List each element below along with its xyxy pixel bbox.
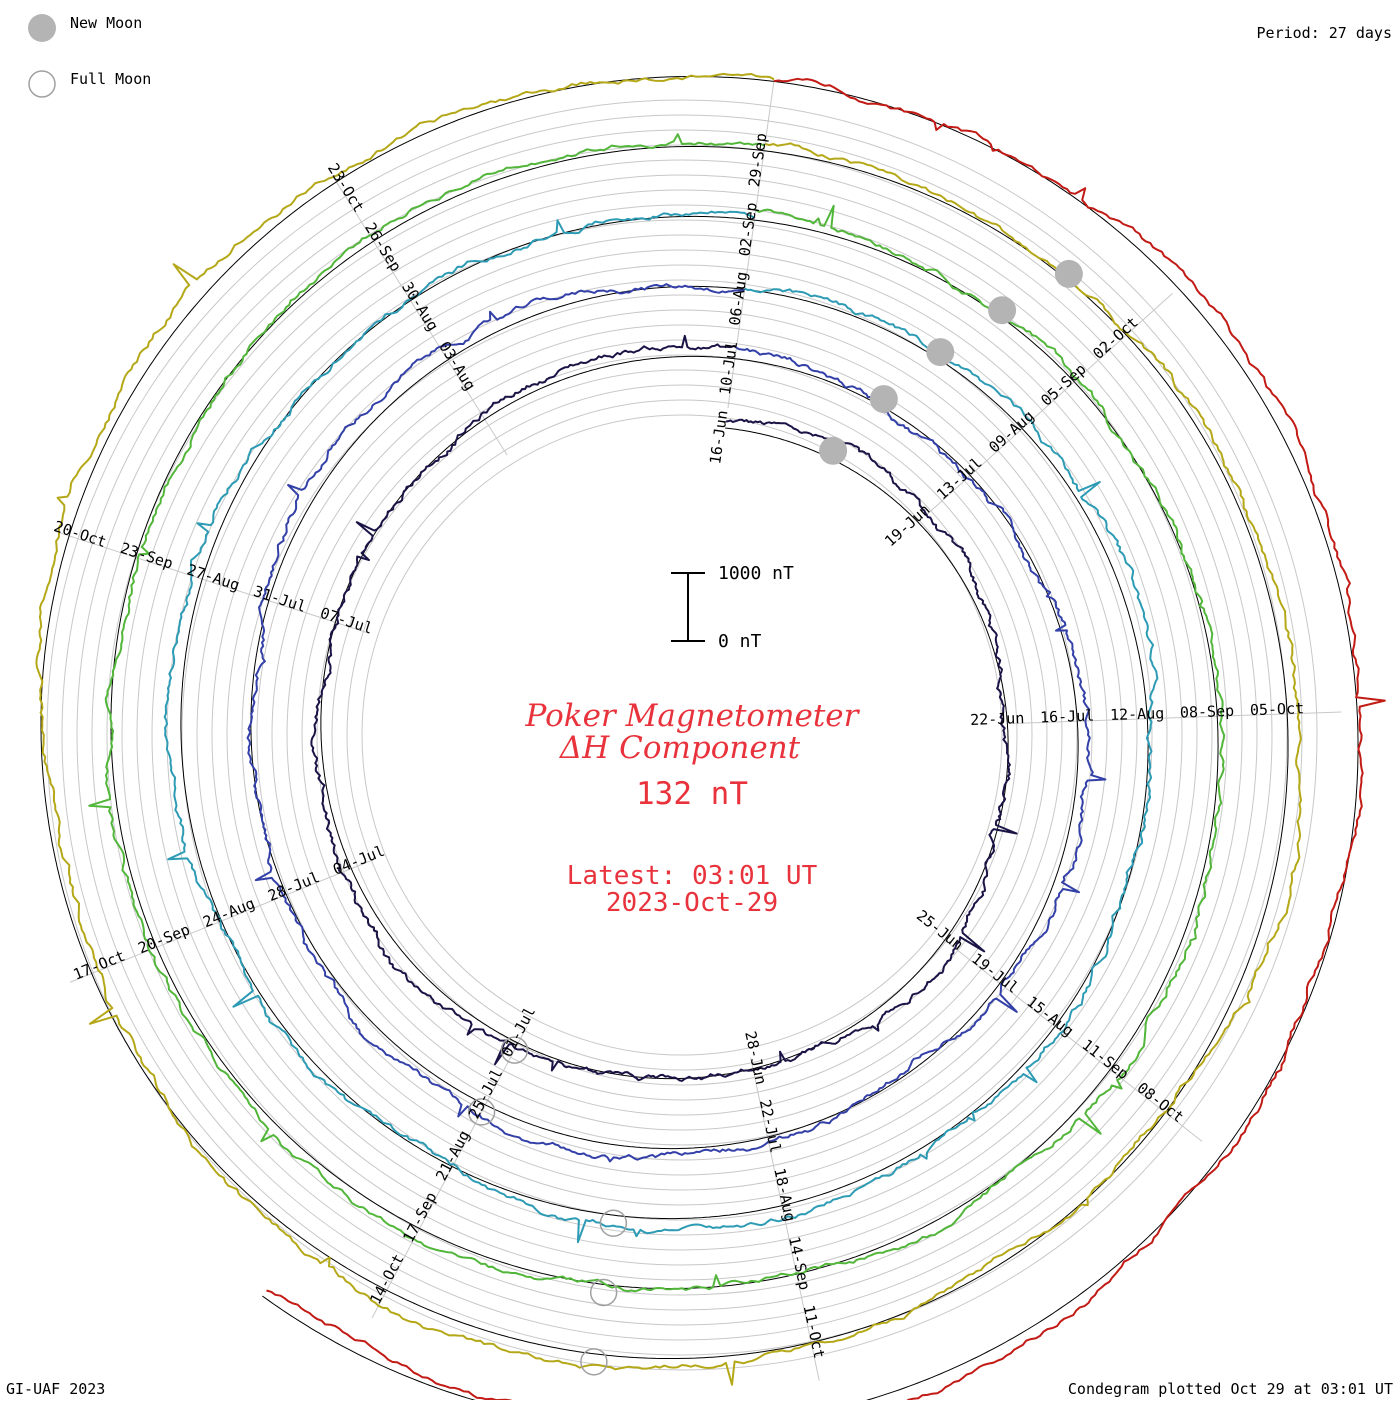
grid-ring [76, 129, 1288, 1341]
trace-series-2 [246, 283, 1107, 1163]
full-moon-legend-label: Full Moon [70, 70, 151, 88]
tick-label: 04-Jul [330, 842, 387, 879]
tick-label: 16-Jul [1040, 707, 1095, 727]
radial-grid-line [941, 937, 1203, 1142]
tick-label: 30-Aug [398, 279, 442, 334]
latest-time: Latest: 03:01 UT [567, 861, 818, 891]
new-moon-marker [926, 338, 955, 367]
tick-label: 14-Sep [785, 1235, 814, 1292]
grid-ring [271, 324, 1093, 1146]
tick-label: 02-Sep [735, 201, 760, 257]
tick-label: 16-Jun [706, 409, 731, 465]
radial-grid-line [371, 1026, 528, 1318]
tick-label: 18-Aug [770, 1166, 799, 1223]
full-moon-marker [580, 1348, 608, 1376]
current-value: 132 nT [636, 776, 748, 812]
tick-label: 05-Oct [1250, 699, 1305, 719]
tick-label: 11-Oct [800, 1303, 829, 1360]
radial-grid-line [331, 175, 508, 456]
new-moon-legend-label: New Moon [70, 14, 142, 32]
trace-series-3 [163, 210, 1159, 1244]
new-moon-marker [988, 296, 1017, 325]
new-moon-legend-icon [28, 14, 56, 42]
grid-ring [331, 384, 1033, 1086]
tick-label: 27-Aug [185, 561, 242, 595]
tick-label: 22-Jul [756, 1098, 785, 1155]
grid-ring [181, 234, 1183, 1236]
tick-label: 28-Jul [265, 868, 322, 905]
moon-layer [467, 259, 1083, 1376]
new-moon-marker [1054, 259, 1083, 288]
chart-subtitle: ΔH Component [559, 730, 801, 766]
radial-grid-line [54, 530, 369, 634]
grid-ring [286, 339, 1078, 1131]
credit-label: GI-UAF 2023 [6, 1380, 105, 1398]
trace-series-4 [88, 133, 1226, 1293]
full-moon-marker [500, 1036, 529, 1064]
new-moon-marker [819, 436, 848, 465]
tick-label: 28-Jun [741, 1029, 770, 1086]
grid-ring [196, 249, 1168, 1221]
scale-top-label: 1000 nT [718, 563, 794, 584]
period-label: Period: 27 days [1257, 24, 1392, 42]
grid-ring [136, 189, 1228, 1281]
grid-ring [151, 204, 1213, 1266]
tick-label: 06-Aug [726, 271, 751, 327]
full-moon-marker [599, 1209, 628, 1237]
tick-label: 24-Aug [200, 894, 257, 931]
chart-title: Poker Magnetometer [525, 698, 861, 734]
tick-label: 12-Aug [1110, 704, 1165, 724]
grid-ring [106, 159, 1258, 1311]
grid-ring [226, 279, 1138, 1191]
baseline-layer [40, 76, 1359, 1404]
grid-ring [301, 354, 1063, 1116]
tick-label: 23-Sep [118, 539, 175, 573]
tick-label: 14-Oct [366, 1251, 407, 1307]
trace-layer [35, 72, 1386, 1404]
footer-label: Condegram plotted Oct 29 at 03:01 UT [1068, 1380, 1393, 1398]
grid-ring [361, 414, 1003, 1056]
tick-label: 17-Oct [71, 947, 128, 984]
tick-label: 09-Aug [985, 407, 1037, 457]
grid-ring [61, 114, 1303, 1356]
new-moon-marker [869, 385, 898, 414]
grid-ring [346, 399, 1018, 1071]
tick-label: 10-Jul [716, 340, 741, 396]
grid-layer [46, 81, 1342, 1381]
tick-label: 23-Oct [324, 160, 368, 215]
tick-label: 29-Sep [745, 132, 770, 188]
full-moon-marker [589, 1278, 618, 1307]
latest-date: 2023-Oct-29 [606, 888, 778, 918]
scale-bottom-label: 0 nT [718, 631, 762, 652]
grid-ring [166, 219, 1198, 1251]
radial-grid-line [69, 858, 377, 983]
grid-ring [211, 264, 1153, 1206]
tick-label: 25-Jul [465, 1066, 506, 1122]
radial-grid-line [1011, 711, 1342, 724]
grid-ring [121, 174, 1243, 1296]
grid-ring [256, 309, 1108, 1161]
full-moon-legend-icon [28, 70, 56, 98]
grid-ring [316, 369, 1048, 1101]
trace-series-6 [266, 77, 1386, 1404]
tick-label: 07-Jul [318, 604, 375, 638]
full-moon-marker [467, 1098, 496, 1126]
trace-series-1 [310, 334, 1018, 1082]
radial-grid-line [926, 293, 1173, 515]
grid-ring [241, 294, 1123, 1176]
grid-ring [46, 99, 1318, 1371]
scale-bar: 1000 nT 0 nT [671, 563, 794, 652]
trace-series-5 [35, 72, 1302, 1386]
baseline-spiral [40, 76, 1359, 1404]
tick-label: 08-Sep [1180, 702, 1235, 722]
radial-grid-line [727, 81, 775, 409]
tick-label: 22-Jun [970, 709, 1025, 729]
